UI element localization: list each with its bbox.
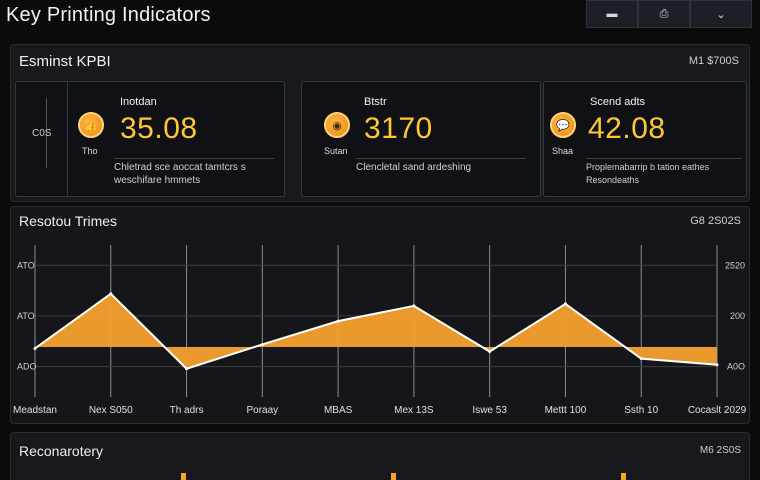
kpi-description: Proplemabarrip b tation eathes Resondeat…: [586, 158, 742, 187]
trend-meta: G8 2S02S: [690, 215, 741, 227]
data-point: [488, 350, 492, 354]
area-series-line: [34, 292, 718, 370]
x-tick-label: Mex 13S: [394, 405, 434, 416]
window-toolbar: ▬ ⎙ ⌄: [586, 0, 752, 28]
x-tick-label: Iswe 53: [472, 405, 507, 416]
trend-chart: Meadstan Nex S050 Th adrs Poraay MBAS Mex 13S…: [13, 245, 747, 416]
kpi-small-label: Tho: [82, 146, 98, 156]
minimize-glyph: ▬: [606, 8, 618, 20]
kpi-panel: Esminst KPBI M1 $700S C0S 👍 Tho Inotdan …: [10, 44, 750, 202]
trend-panel: Meadstan Nex S050 Th adrs Poraay MBAS Mex 13S…: [10, 206, 750, 424]
kpi-value: 35.08: [120, 112, 198, 145]
kpi-description: Clencletal sand ardeshing: [356, 158, 526, 174]
bottom-panel: Reconarotery M6 2S0S: [10, 432, 750, 480]
bottom-title: Reconarotery: [19, 443, 104, 459]
app-title: Key Printing Indicators: [6, 4, 211, 26]
data-point: [33, 346, 37, 350]
kpi-value: 42.08: [588, 112, 666, 145]
expand-icon[interactable]: ⌄: [690, 0, 752, 28]
kpi-label: Scend adts: [590, 96, 646, 108]
expand-glyph: ⌄: [716, 8, 726, 21]
data-point: [109, 292, 113, 296]
y-tick-label-left: ATO: [17, 260, 35, 270]
x-tick-label: MBAS: [324, 405, 353, 416]
x-tick-label: Th adrs: [170, 405, 204, 416]
kpi-small-label: Shaa: [552, 146, 574, 156]
x-tick-label: Mettt 100: [545, 405, 587, 416]
trend-title: Resotou Trimes: [19, 213, 118, 229]
data-point: [639, 357, 643, 361]
badge-icon: ◉: [324, 112, 350, 138]
kpi-label: Inotdan: [120, 96, 157, 108]
kpi-axis: C0S: [16, 82, 68, 196]
data-point: [336, 319, 340, 323]
data-point: [412, 304, 416, 308]
y-tick-label-left: ADO: [17, 362, 37, 372]
y-tick-label-left: ATO: [17, 311, 35, 321]
kpi-panel-title: Esminst KPBI: [19, 53, 111, 70]
kpi-card-1[interactable]: C0S 👍 Tho Inotdan 35.08 Chletrad sce aoc…: [15, 81, 285, 197]
x-tick-label: Cocaslt 2029: [688, 405, 747, 416]
y-tick-label-right: A0O: [727, 362, 745, 372]
kpi-label: Btstr: [364, 96, 387, 108]
bottom-bar-marker: [181, 473, 186, 480]
y-tick-label-right: 2520: [725, 260, 745, 270]
kpi-axis-label: C0S: [32, 128, 52, 139]
bottom-bar-marker: [621, 473, 626, 480]
kpi-value: 3170: [364, 112, 433, 145]
minimize-icon[interactable]: ▬: [586, 0, 638, 28]
y-tick-label-right: 200: [730, 311, 745, 321]
kpi-card-2[interactable]: ◉ Sutan Btstr 3170 Clencletal sand ardes…: [301, 81, 541, 197]
kpi-axis-line: [46, 98, 47, 168]
thumb-icon: 👍: [78, 112, 104, 138]
kpi-small-label: Sutan: [324, 146, 348, 156]
bottom-bar-marker: [391, 473, 396, 480]
kpi-card-3[interactable]: 💬 Shaa Scend adts 42.08 Proplemabarrip b…: [543, 81, 747, 197]
x-tick-label: Meadstan: [13, 405, 57, 416]
printer-icon[interactable]: ⎙: [638, 0, 690, 28]
kpi-description: Chletrad sce aoccat tamtcrs s weschifare…: [114, 158, 274, 187]
data-point: [260, 342, 264, 346]
x-tick-label: Nex S050: [89, 405, 133, 416]
printer-glyph: ⎙: [659, 7, 669, 20]
data-point: [185, 367, 189, 371]
chat-icon: 💬: [550, 112, 576, 138]
kpi-panel-meta: M1 $700S: [688, 55, 739, 67]
x-tick-label: Poraay: [246, 405, 278, 416]
area-series-fill: [35, 293, 717, 369]
x-tick-label: Ssth 10: [624, 405, 658, 416]
data-point: [563, 302, 567, 306]
bottom-meta: M6 2S0S: [699, 445, 741, 456]
data-point: [715, 363, 719, 367]
